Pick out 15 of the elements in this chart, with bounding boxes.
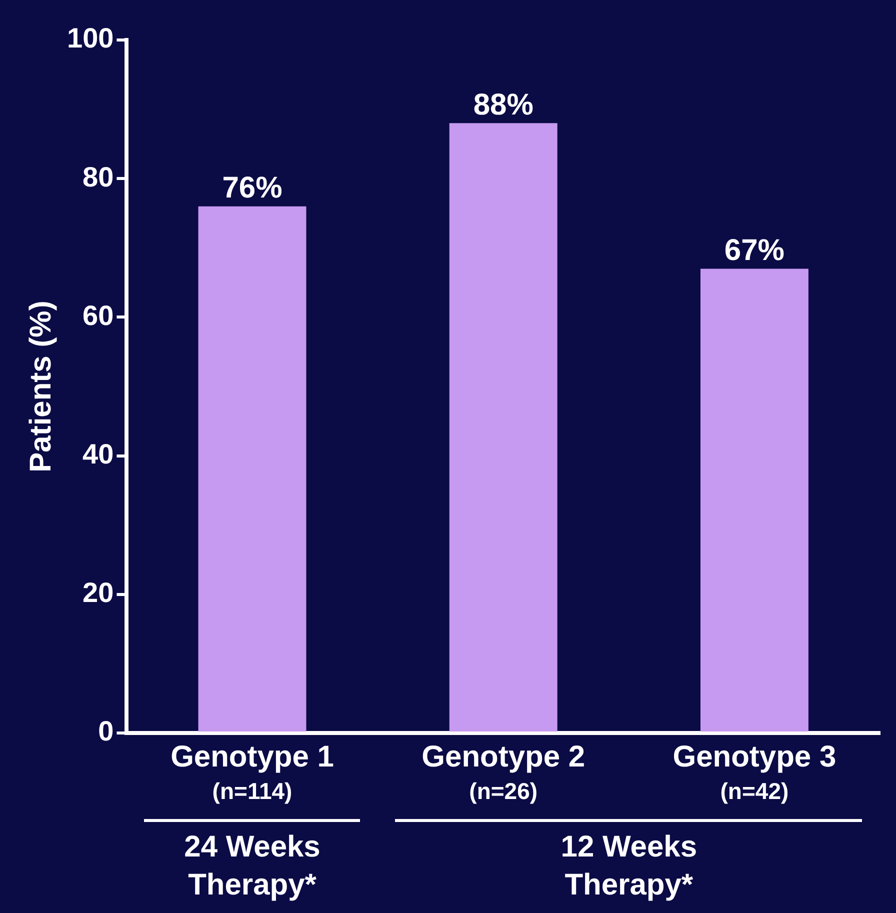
y-tick-label: 80 bbox=[82, 161, 114, 192]
y-tick-label: 20 bbox=[82, 577, 114, 608]
y-tick-label: 60 bbox=[82, 300, 114, 331]
y-axis-title: Patients (%) bbox=[24, 300, 58, 472]
y-tick-label: 100 bbox=[67, 22, 114, 54]
x-tick-label: Genotype 3 (n=42) bbox=[672, 740, 836, 804]
data-label: 88% bbox=[473, 88, 534, 122]
y-tick-label: 40 bbox=[82, 438, 114, 470]
y-tick-label: 0 bbox=[98, 716, 114, 747]
x-tick-label: Genotype 1 (n=114) bbox=[170, 740, 334, 804]
text: 12 Weeks Therapy* bbox=[560, 830, 698, 902]
x-tick-label: Genotype 2 (n=26) bbox=[422, 740, 586, 804]
data-label: 76% bbox=[222, 172, 282, 205]
text: 24 Weeks Therapy* bbox=[184, 830, 320, 902]
data-label: 67% bbox=[724, 234, 784, 267]
